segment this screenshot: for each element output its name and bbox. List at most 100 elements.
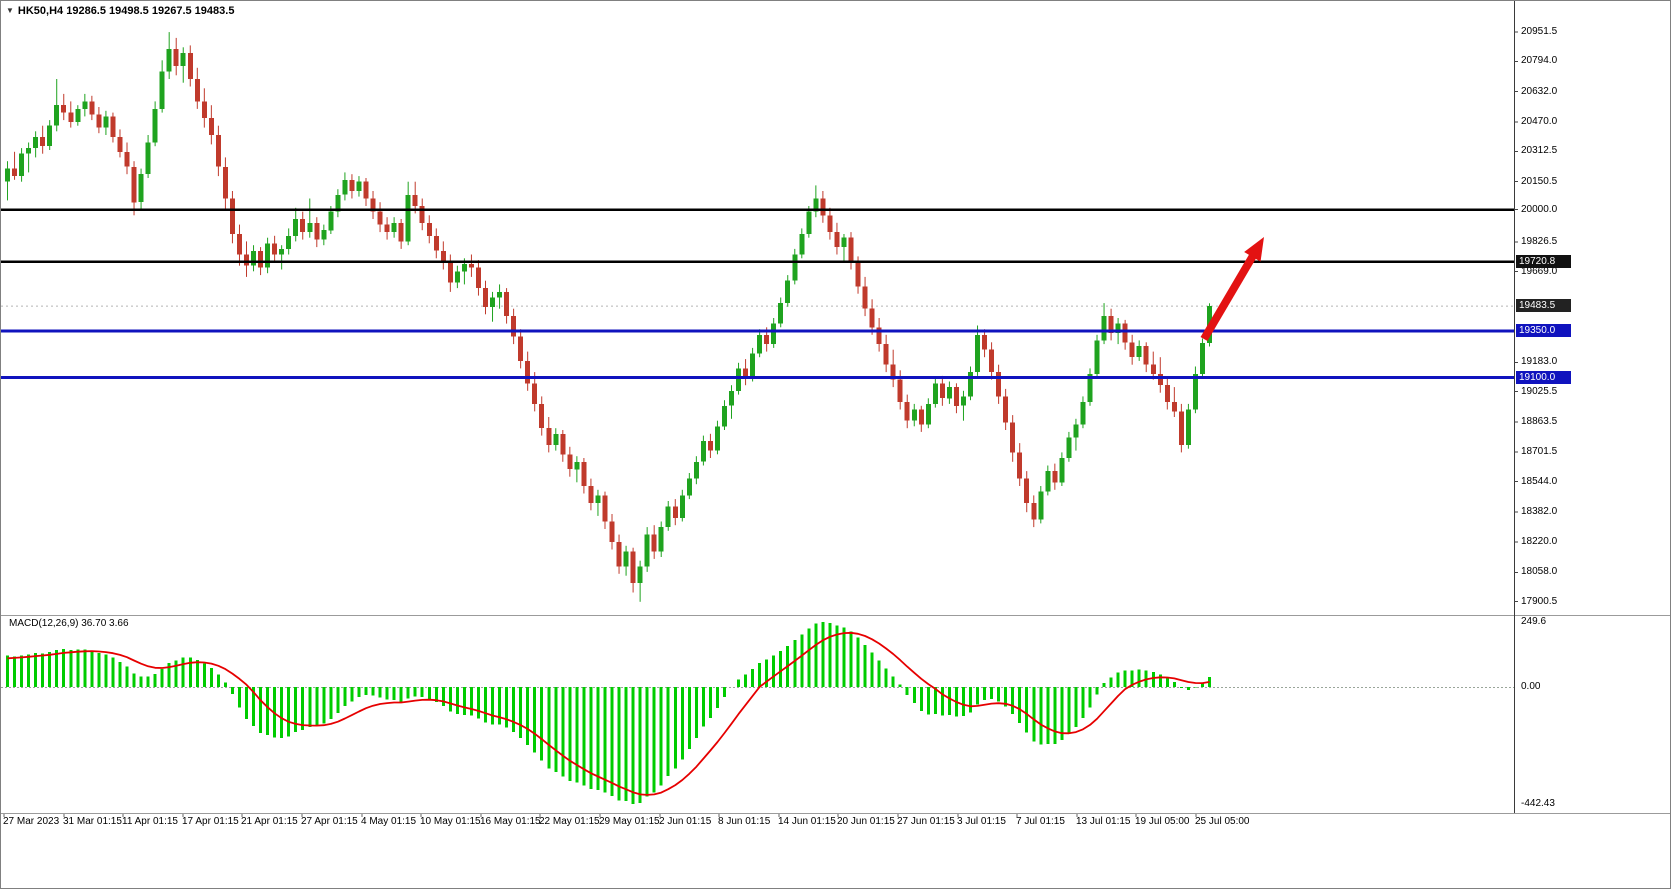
price-badge-19483.5: 19483.5: [1516, 299, 1571, 312]
candle-bear: [504, 288, 510, 324]
chart-corner-icon: ▼: [6, 6, 14, 15]
candle-bear: [110, 112, 116, 143]
candle-bear: [672, 499, 678, 526]
candle-bear: [827, 207, 833, 240]
candle-bull: [932, 377, 938, 408]
candle-bear: [707, 433, 713, 458]
candle-bear: [483, 280, 488, 315]
candle-bull: [307, 198, 313, 238]
candle-bear: [953, 383, 959, 414]
candle-bear: [363, 178, 369, 206]
price-tick-label: 20794.0: [1521, 55, 1558, 66]
time-tick-label: 22 May 01:15: [539, 816, 600, 827]
candle-bear: [1052, 463, 1058, 490]
candle-bear: [117, 129, 123, 158]
candle-bear: [518, 329, 524, 369]
candle-bear: [525, 351, 531, 391]
candle-bear: [272, 235, 278, 262]
candle-bull: [1101, 303, 1107, 345]
candle-bull: [251, 245, 256, 272]
time-tick-label: 27 Apr 01:15: [301, 816, 358, 827]
candle-bull: [911, 403, 917, 427]
macd-tick-label: 0.00: [1521, 681, 1541, 692]
time-tick-label: 11 Apr 01:15: [122, 816, 178, 827]
candle-bull: [1200, 338, 1205, 378]
time-tick-label: 31 Mar 01:15: [63, 816, 122, 827]
price-tick-label: 19183.0: [1521, 356, 1558, 367]
candle-bull: [792, 248, 798, 285]
candle-bear: [743, 359, 749, 386]
candle-bear: [848, 232, 854, 270]
candle-bear: [539, 396, 545, 436]
candle-bull: [33, 131, 39, 158]
candle-bear: [398, 219, 404, 249]
candle-bear: [588, 478, 594, 511]
candle-bull: [138, 168, 144, 210]
price-tick-label: 18701.5: [1521, 446, 1558, 457]
time-tick-label: 7 Jul 01:15: [1016, 816, 1065, 827]
candle-bear: [96, 107, 102, 134]
symbol-ohlc-text: HK50,H4 19286.5 19498.5 19267.5 19483.5: [17, 5, 235, 17]
price-tick-label: 17900.5: [1521, 596, 1558, 607]
candle-bear: [244, 241, 249, 277]
candle-bear: [300, 211, 306, 240]
price-tick-label: 19025.5: [1521, 386, 1558, 397]
candle-bull: [342, 172, 348, 201]
candle-bull: [771, 318, 777, 348]
trend-arrow[interactable]: [1200, 237, 1264, 342]
price-tick-label: 20312.5: [1521, 145, 1558, 156]
candle-bull: [391, 217, 397, 238]
candle-bull: [454, 265, 460, 289]
time-tick-label: 17 Apr 01:15: [182, 816, 239, 827]
time-tick-label: 4 May 01:15: [361, 816, 417, 827]
candle-bear: [1171, 387, 1177, 417]
candle-bear: [440, 241, 446, 270]
candle-bear: [546, 417, 552, 453]
time-tick-label: 16 May 01:15: [480, 816, 541, 827]
candle-bull: [180, 47, 186, 83]
candle-bear: [433, 228, 439, 259]
candle-bear: [1108, 308, 1114, 341]
candle-bull: [750, 347, 756, 382]
candle-bull: [82, 93, 88, 117]
candle-bear: [1003, 388, 1009, 430]
macd-tick-label: -442.43: [1521, 798, 1555, 809]
time-tick-label: 19 Jul 05:00: [1135, 816, 1190, 827]
candle-bear: [370, 191, 376, 219]
candle-bull: [152, 101, 158, 147]
candle-bear: [511, 308, 517, 345]
symbol-info: ▼ HK50,H4 19286.5 19498.5 19267.5 19483.5: [6, 5, 234, 17]
candle-bear: [476, 260, 481, 296]
candle-bear: [173, 37, 179, 76]
candle-bear: [412, 181, 418, 214]
candle-bull: [145, 135, 151, 178]
candle-bear: [609, 514, 615, 550]
candle-bull: [644, 527, 650, 572]
candle-bear: [201, 88, 207, 128]
time-tick-label: 29 May 01:15: [599, 816, 660, 827]
candle-bull: [1059, 452, 1065, 486]
candle-bull: [722, 400, 727, 430]
candle-bear: [1122, 319, 1128, 350]
candle-bull: [497, 284, 502, 309]
candle-bull: [54, 79, 60, 132]
price-badge-19100.0: 19100.0: [1516, 371, 1571, 384]
candle-bull: [806, 206, 812, 238]
candle-bull: [700, 435, 706, 466]
price-tick-label: 18220.0: [1521, 536, 1558, 547]
candle-bull: [975, 325, 980, 376]
candle-bull: [686, 473, 692, 500]
candle-bull: [841, 234, 847, 262]
candle-bull: [1094, 334, 1100, 378]
time-tick-label: 3 Jul 01:15: [957, 816, 1006, 827]
candle-bear: [1164, 377, 1170, 410]
candle-bear: [890, 349, 896, 388]
candle-bull: [1073, 418, 1079, 451]
candle-bull: [658, 521, 664, 557]
candle-bear: [1150, 351, 1156, 380]
candle-bear: [468, 254, 474, 277]
candle-bear: [904, 394, 910, 429]
candle-bull: [321, 224, 327, 246]
